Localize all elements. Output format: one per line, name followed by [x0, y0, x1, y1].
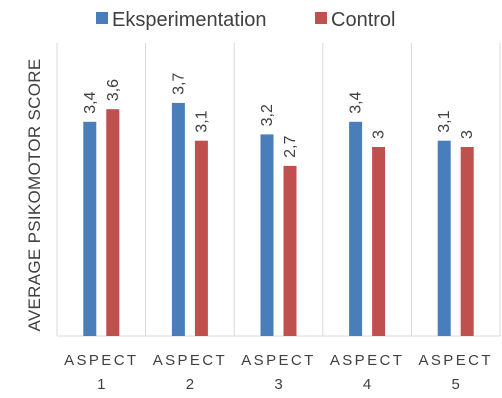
- data-label-eksperimentation-2: 3,7: [170, 73, 187, 95]
- data-label-control-5: 3: [459, 130, 476, 139]
- data-labels: 3,4 3,6 3,7 3,1 3,2 2,7 3,4 3 3,1 3: [82, 73, 476, 158]
- bar-eksperimentation-5: [437, 140, 451, 336]
- legend-label-eksperimentation: Eksperimentation: [112, 9, 267, 31]
- legend-label-control: Control: [331, 9, 395, 31]
- x-axis-ticks: ASPECT 1 ASPECT 2 ASPECT 3 ASPECT 4 ASPECT 5: [64, 352, 492, 393]
- x-tick-label: ASPECT: [241, 352, 315, 369]
- data-label-control-1: 3,6: [105, 79, 122, 101]
- x-tick-number: 3: [274, 376, 282, 393]
- legend: Eksperimentation Control: [96, 9, 395, 31]
- x-tick-number: 5: [452, 376, 460, 393]
- legend-swatch-control: [315, 12, 327, 24]
- x-tick-label: ASPECT: [330, 352, 404, 369]
- x-tick-label: ASPECT: [418, 352, 492, 369]
- bar-eksperimentation-1: [83, 121, 97, 336]
- bar-control-5: [460, 147, 474, 336]
- data-label-control-3: 2,7: [282, 136, 299, 158]
- bar-eksperimentation-3: [260, 134, 274, 336]
- legend-swatch-eksperimentation: [96, 12, 108, 24]
- bar-control-3: [283, 165, 297, 336]
- bars: [83, 102, 474, 337]
- data-label-eksperimentation-5: 3,1: [436, 110, 453, 132]
- bar-control-1: [106, 109, 120, 336]
- bar-eksperimentation-4: [349, 121, 363, 336]
- x-tick-label: ASPECT: [64, 352, 138, 369]
- y-axis-label: AVERAGE PSIKOMOTOR SCORE: [25, 59, 44, 332]
- bar-control-2: [194, 140, 208, 336]
- data-label-eksperimentation-1: 3,4: [82, 91, 99, 113]
- data-label-eksperimentation-3: 3,2: [259, 104, 276, 126]
- bar-eksperimentation-2: [171, 102, 185, 337]
- x-tick-number: 1: [97, 376, 105, 393]
- bar-control-4: [372, 147, 386, 336]
- x-tick-number: 4: [363, 376, 371, 393]
- category-separators: [56, 43, 501, 336]
- data-label-control-2: 3,1: [193, 110, 210, 132]
- x-tick-label: ASPECT: [153, 352, 227, 369]
- data-label-eksperimentation-4: 3,4: [348, 91, 365, 113]
- data-label-control-4: 3: [371, 130, 388, 139]
- x-tick-number: 2: [186, 376, 194, 393]
